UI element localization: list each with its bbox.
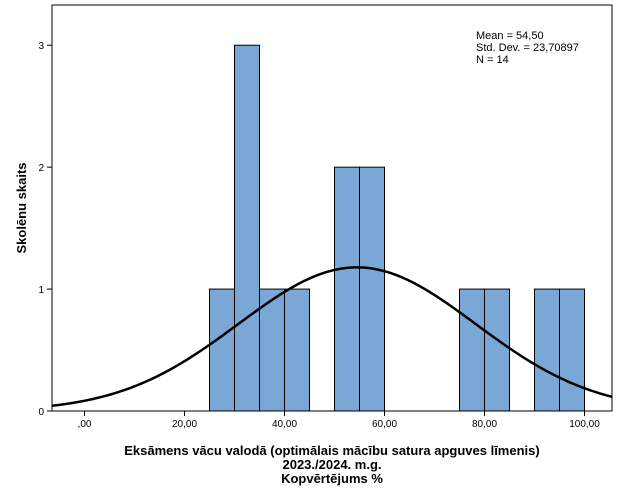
plot-frame [51, 4, 613, 412]
stat-std-dev: Std. Dev. = 23,70897 [476, 42, 579, 54]
y-axis-ticks: 0 1 2 3 [38, 41, 52, 418]
x-tick-label: 40,00 [272, 419, 297, 430]
x-tick-label: 20,00 [172, 419, 197, 430]
y-tick-label: 2 [38, 163, 44, 174]
y-tick-label: 0 [38, 407, 44, 418]
x-tick-label: ,00 [78, 419, 92, 430]
stat-n: N = 14 [476, 54, 509, 66]
histogram-bar [234, 44, 260, 412]
bars-group [209, 44, 585, 412]
histogram-bar [484, 288, 510, 412]
histogram-bar [559, 288, 585, 412]
histogram-bar [209, 288, 235, 412]
normal-curve [51, 266, 613, 408]
histogram-bar [359, 166, 385, 412]
histogram-bar [334, 166, 360, 412]
y-tick-label: 3 [38, 41, 44, 52]
y-axis-title: Skolēnu skaits [14, 162, 29, 253]
x-axis-title-line-3: Kopvērtējums % [281, 471, 383, 486]
x-axis-title-line-2: 2023./2024. m.g. [282, 457, 381, 472]
histogram-bar [534, 288, 560, 412]
histogram-bar [259, 288, 285, 412]
x-tick-label: 100,00 [569, 419, 600, 430]
x-tick-label: 80,00 [472, 419, 497, 430]
x-axis-ticks: ,00 20,00 40,00 60,00 80,00 100,00 [78, 411, 600, 430]
histogram-bar [284, 288, 310, 412]
x-tick-label: 60,00 [372, 419, 397, 430]
stat-mean: Mean = 54,50 [476, 30, 544, 42]
x-axis-title-line-1: Eksāmens vācu valodā (optimālais mācību … [124, 443, 539, 458]
y-tick-label: 1 [38, 285, 44, 296]
histogram-bar [459, 288, 485, 412]
